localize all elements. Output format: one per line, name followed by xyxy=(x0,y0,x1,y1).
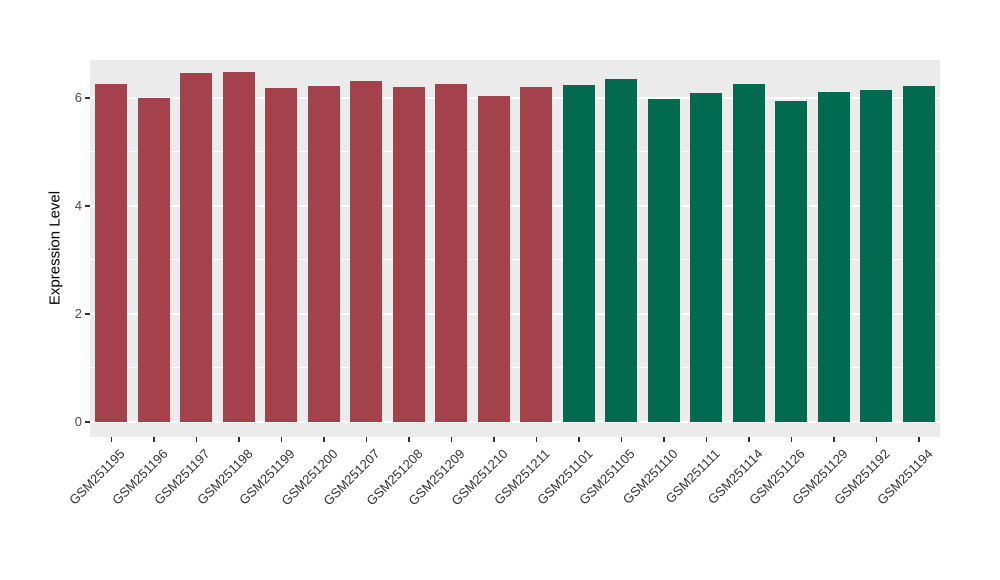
x-tick-mark xyxy=(195,437,197,442)
x-tick-mark xyxy=(450,437,452,442)
bar xyxy=(307,85,340,422)
bar xyxy=(775,101,808,422)
x-tick-mark xyxy=(663,437,665,442)
x-tick-mark xyxy=(323,437,325,442)
y-tick-mark xyxy=(85,313,90,315)
x-tick-mark xyxy=(620,437,622,442)
x-tick-mark xyxy=(918,437,920,442)
y-tick-mark xyxy=(85,421,90,423)
bar xyxy=(477,95,510,422)
bar xyxy=(902,85,935,422)
x-tick-mark xyxy=(875,437,877,442)
x-tick-mark xyxy=(238,437,240,442)
x-tick-mark xyxy=(408,437,410,442)
y-tick-mark xyxy=(85,97,90,99)
x-tick-mark xyxy=(790,437,792,442)
y-tick-label: 4 xyxy=(74,197,82,213)
major-gridline xyxy=(90,312,940,315)
bar xyxy=(732,83,765,422)
y-axis-label: Expression Level xyxy=(46,190,64,306)
bar xyxy=(137,97,170,422)
bar xyxy=(435,83,468,422)
minor-gridline xyxy=(90,151,940,153)
bar xyxy=(392,87,425,422)
bar xyxy=(605,78,638,422)
x-tick-mark xyxy=(280,437,282,442)
x-tick-mark xyxy=(365,437,367,442)
bar xyxy=(562,84,595,422)
plot-panel xyxy=(90,60,940,437)
major-gridline xyxy=(90,96,940,99)
x-tick-mark xyxy=(578,437,580,442)
bar xyxy=(817,91,850,422)
x-tick-mark xyxy=(535,437,537,442)
bar xyxy=(520,87,553,422)
bar xyxy=(180,72,213,422)
x-tick-mark xyxy=(153,437,155,442)
bar xyxy=(690,92,723,422)
bar xyxy=(265,87,298,422)
bar xyxy=(95,83,128,422)
major-gridline xyxy=(90,204,940,207)
x-tick-mark xyxy=(705,437,707,442)
bar xyxy=(350,81,383,422)
bar xyxy=(860,89,893,422)
x-tick-mark xyxy=(748,437,750,442)
x-tick-mark xyxy=(110,437,112,442)
bar xyxy=(222,71,255,422)
x-tick-mark xyxy=(833,437,835,442)
major-gridline xyxy=(90,421,940,423)
y-tick-mark xyxy=(85,205,90,207)
y-tick-label: 6 xyxy=(74,89,82,105)
minor-gridline xyxy=(90,367,940,369)
bar xyxy=(647,98,680,422)
minor-gridline xyxy=(90,259,940,261)
y-tick-label: 0 xyxy=(74,414,82,429)
x-tick-mark xyxy=(493,437,495,442)
y-tick-label: 2 xyxy=(74,305,82,321)
